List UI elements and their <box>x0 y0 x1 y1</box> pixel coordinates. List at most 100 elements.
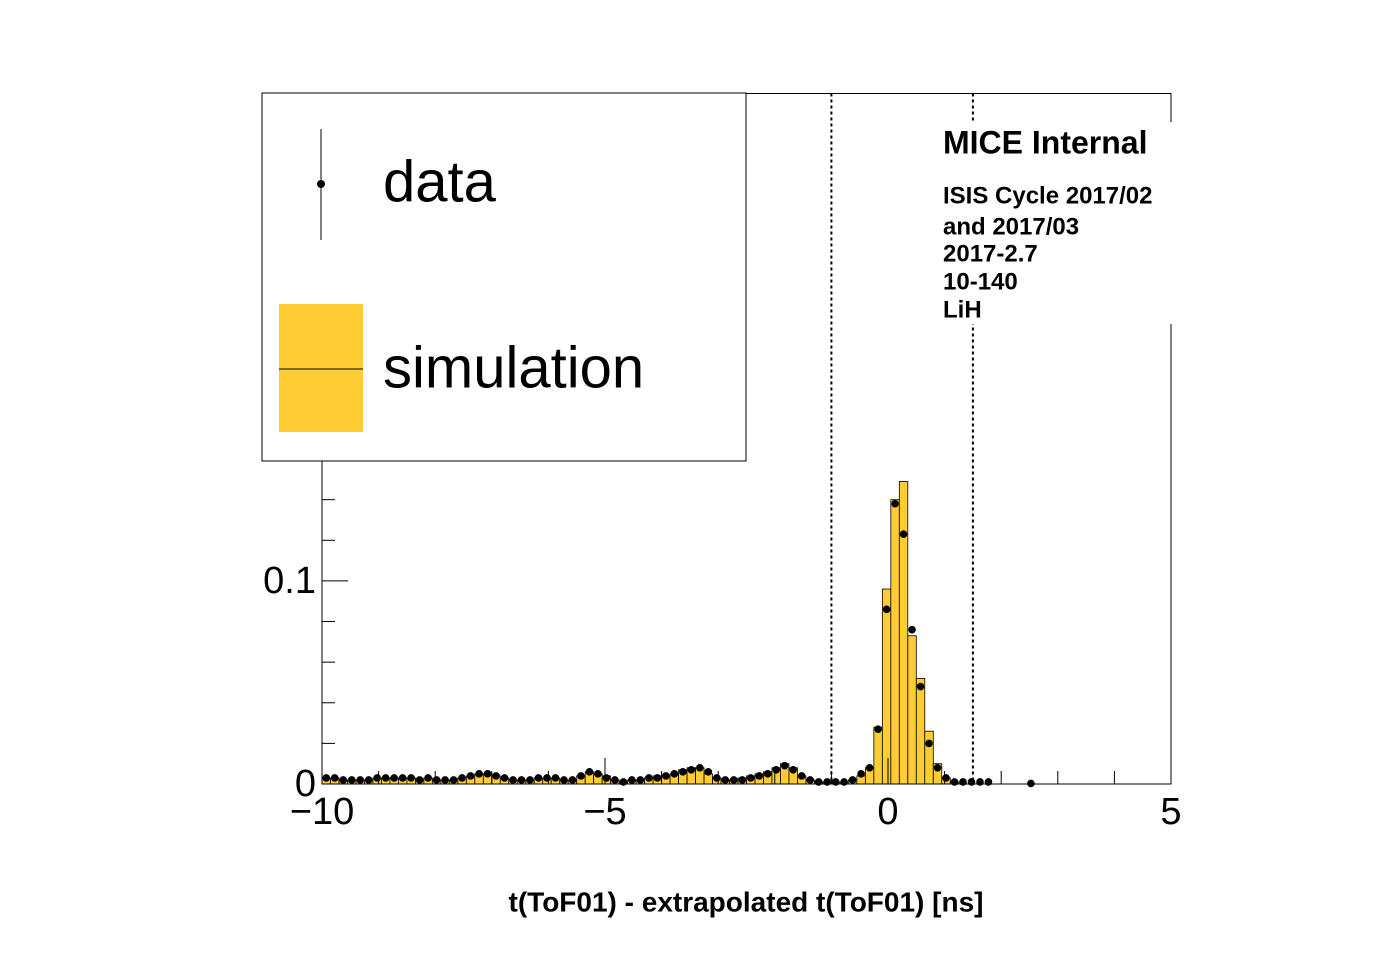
legend-swatch <box>279 304 363 432</box>
annotation: LiH <box>943 296 982 323</box>
data-point <box>729 776 738 784</box>
data-point <box>432 776 441 784</box>
data-point <box>899 530 908 539</box>
data-point <box>959 778 967 786</box>
info-background <box>935 122 1180 324</box>
data-point <box>424 774 432 782</box>
data-point <box>645 774 653 782</box>
data-point <box>857 770 865 778</box>
data-point <box>551 774 560 782</box>
data-point <box>865 763 874 772</box>
bar <box>881 588 892 785</box>
data-point <box>653 774 662 782</box>
data-point <box>696 763 704 772</box>
data-point <box>831 778 840 786</box>
data-point <box>364 776 373 784</box>
x-axis-title: t(ToF01) - extrapolated t(ToF01) [ns] <box>509 886 984 917</box>
data-point <box>594 770 602 778</box>
data-point <box>441 776 449 784</box>
data-point <box>662 772 670 780</box>
data-point <box>534 774 543 782</box>
data-point <box>780 761 789 770</box>
data-point <box>942 774 950 782</box>
data-point <box>755 772 764 780</box>
bar <box>898 480 909 785</box>
data-point <box>407 774 415 782</box>
data-point <box>543 774 551 782</box>
data-point <box>568 776 577 784</box>
data-point <box>772 765 781 774</box>
data-point <box>984 778 993 786</box>
data-point <box>322 774 331 782</box>
data-point <box>526 776 534 784</box>
data-point <box>763 770 772 778</box>
data-point <box>712 774 721 782</box>
annotation: 2017-2.7 <box>943 240 1038 267</box>
data-point <box>415 776 424 784</box>
data-point <box>848 776 857 784</box>
data-point <box>390 774 398 782</box>
data-point <box>814 778 823 786</box>
data-point <box>704 768 713 776</box>
bar <box>890 499 900 785</box>
data-point <box>577 772 585 780</box>
data-point <box>789 765 797 774</box>
data-point <box>339 776 348 784</box>
annotation: 10-140 <box>943 268 1018 295</box>
legend-label: simulation <box>383 335 644 400</box>
bar <box>907 635 917 785</box>
y-tick-label: 0 <box>295 763 316 805</box>
y-tick-label: 0.1 <box>263 560 316 602</box>
chart-title: MICE Internal <box>943 124 1147 160</box>
data-point <box>483 770 492 778</box>
data-point <box>330 774 339 782</box>
legend-label: data <box>383 149 497 214</box>
data-point <box>882 605 891 614</box>
x-tick-label: −5 <box>583 791 626 833</box>
data-point <box>475 770 483 778</box>
legend: data simulation <box>261 92 747 462</box>
data-point <box>916 682 925 691</box>
data-point <box>840 778 848 786</box>
data-point <box>806 776 814 784</box>
data-point <box>976 778 984 786</box>
data-point <box>509 776 517 784</box>
x-tick-label: −10 <box>290 791 354 833</box>
data-point <box>500 774 509 782</box>
bar <box>873 726 883 785</box>
data-point <box>636 776 645 784</box>
data-point <box>492 772 500 780</box>
data-point <box>466 772 475 780</box>
data-point <box>585 768 594 776</box>
data-point <box>347 776 356 784</box>
info-panel: MICE Internal ISIS Cycle 2017/02 and 201… <box>935 122 1180 324</box>
bar <box>924 730 934 785</box>
data-point <box>356 776 365 784</box>
data-point <box>891 499 899 508</box>
annotation: ISIS Cycle 2017/02 <box>943 182 1152 209</box>
x-tick-label: 5 <box>1160 791 1181 833</box>
data-point <box>373 774 381 782</box>
data-point <box>950 778 959 786</box>
data-point <box>1027 779 1035 788</box>
annotation: and 2017/03 <box>943 213 1079 240</box>
data-point <box>925 739 933 748</box>
data-point <box>398 774 407 782</box>
data-point <box>679 768 687 776</box>
data-point <box>823 778 831 786</box>
data-point <box>611 776 619 784</box>
data-point <box>517 776 526 784</box>
data-point <box>687 765 696 774</box>
data-point <box>449 776 458 784</box>
data-point <box>560 776 568 784</box>
data-point <box>908 625 916 634</box>
data-point <box>458 774 466 782</box>
data-point <box>797 772 806 780</box>
x-tick-label: 0 <box>877 791 898 833</box>
data-point <box>628 776 636 784</box>
data-point <box>721 776 730 784</box>
data-point <box>874 725 882 733</box>
data-point <box>670 770 679 778</box>
data-point <box>933 763 942 772</box>
